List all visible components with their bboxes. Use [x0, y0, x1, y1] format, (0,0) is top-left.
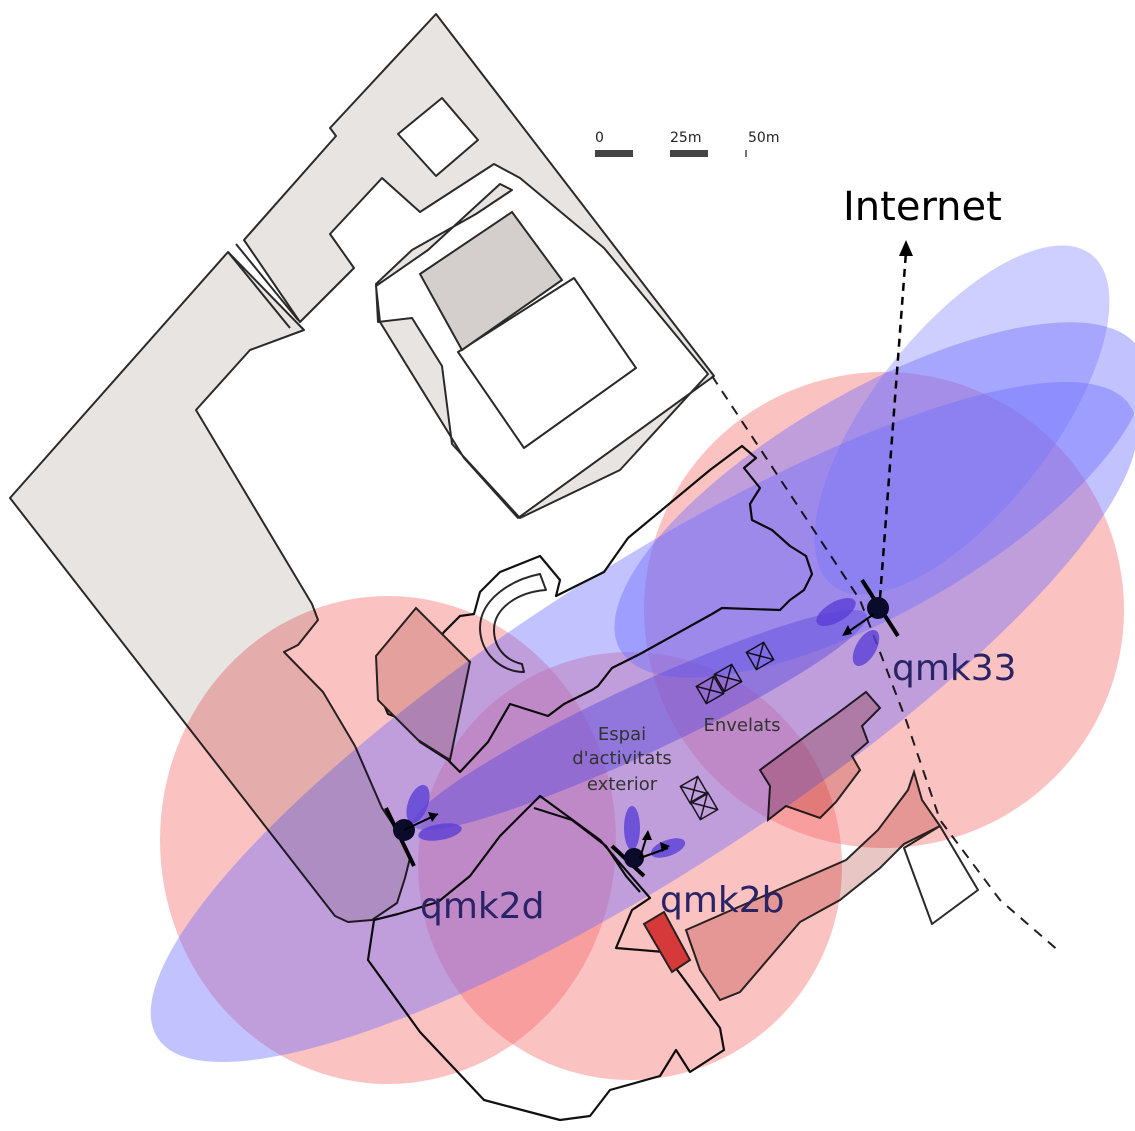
tents-label: Envelats	[704, 715, 781, 736]
lobe-qmk2d-a	[406, 784, 430, 824]
lobe-qmk33-a	[816, 598, 856, 626]
node-marker-qmk2b[interactable]	[624, 848, 644, 868]
internet-label: Internet	[843, 184, 1002, 230]
node-marker-qmk33[interactable]	[867, 597, 889, 619]
node-label-qmk2d: qmk2d	[420, 886, 545, 927]
node-qmk33[interactable]	[842, 578, 900, 638]
node-label-qmk2b: qmk2b	[660, 880, 785, 921]
scale-label-50: 50m	[748, 130, 779, 146]
annex-block	[418, 210, 564, 352]
internet-uplink	[878, 240, 913, 599]
area-label-line-2: d'activitats	[572, 748, 672, 769]
lobe-qmk2b-a	[624, 806, 640, 850]
lobe-qmk33-b	[852, 629, 880, 667]
area-label-line-1: Espai	[598, 724, 646, 745]
area-label-line-3: exterior	[587, 774, 658, 795]
node-qmk2d[interactable]	[384, 807, 439, 867]
node-qmk2b[interactable]	[610, 830, 670, 878]
small-square-building	[397, 97, 479, 177]
scale-label-0: 0	[595, 130, 604, 146]
coverage-directional-qmk33-b	[814, 245, 1110, 595]
coverage-directional-link	[412, 609, 868, 831]
lobe-qmk2d-b	[418, 823, 462, 841]
node-label-qmk33: qmk33	[892, 648, 1017, 689]
passage-line	[227, 243, 299, 329]
scale-label-25: 25m	[670, 130, 701, 146]
inner-courtyard	[457, 277, 637, 449]
scale-bar: 0 25m 50m	[595, 130, 779, 157]
uplink-arrow-icon	[899, 240, 913, 256]
building-north	[243, 13, 715, 519]
